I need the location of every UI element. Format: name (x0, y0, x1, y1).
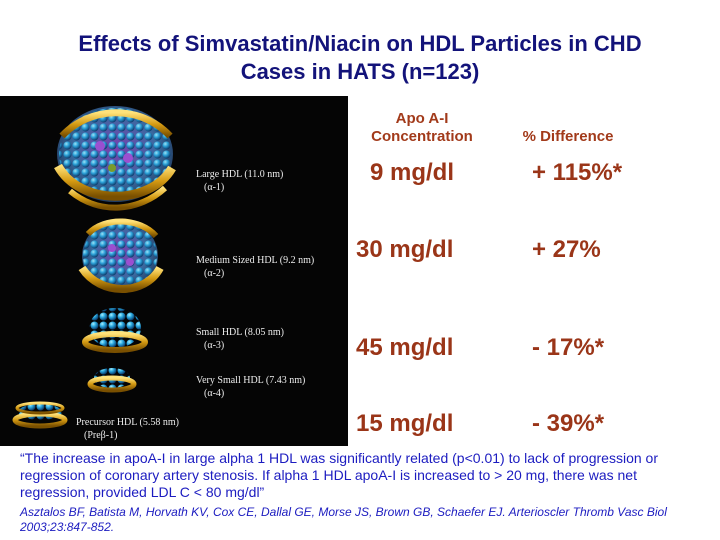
precursor-hdl-difference: - 39%* (532, 410, 605, 437)
large-hdl-concentration: 9 mg/dl (370, 159, 455, 186)
title-line-2: Cases in HATS (n=123) (240, 59, 480, 84)
medium-hdl-particle (78, 218, 164, 293)
small-hdl-label: Small HDL (8.05 nm) (α-3) (196, 327, 284, 351)
small-hdl-difference: - 17%* (532, 334, 605, 361)
very-small-hdl-label: Very Small HDL (7.43 nm) (α-4) (196, 375, 306, 399)
very-small-hdl-particle (87, 368, 137, 393)
small-hdl-particle (82, 308, 148, 353)
precursor-hdl-particle (12, 401, 68, 429)
large-hdl-particle (54, 106, 176, 211)
apo-concentration-header: Apo A-I Concentration (371, 110, 473, 145)
precursor-hdl-concentration: 15 mg/dl (356, 410, 454, 437)
large-hdl-label: Large HDL (11.0 nm) (α-1) (196, 169, 284, 193)
citation: Asztalos BF, Batista M, Horvath KV, Cox … (20, 505, 667, 534)
precursor-hdl-label: Precursor HDL (5.58 nm) (Preβ-1) (76, 417, 179, 441)
small-hdl-concentration: 45 mg/dl (356, 334, 454, 361)
title-line-1: Effects of Simvastatin/Niacin on HDL Par… (78, 31, 642, 56)
study-quote: “The increase in apoA-I in large alpha 1… (20, 450, 658, 500)
percent-difference-header: % Difference (522, 128, 614, 145)
medium-hdl-label: Medium Sized HDL (9.2 nm) (α-2) (196, 255, 315, 279)
hdl-particle-illustrations (12, 106, 176, 429)
hdl-particle-figure: Large HDL (11.0 nm) (α-1) Medium Sized H… (0, 96, 348, 446)
slide-title: Effects of Simvastatin/Niacin on HDL Par… (0, 30, 720, 86)
medium-hdl-concentration: 30 mg/dl (356, 236, 454, 263)
large-hdl-difference: + 115%* (532, 159, 623, 186)
medium-hdl-difference: + 27% (532, 236, 601, 263)
